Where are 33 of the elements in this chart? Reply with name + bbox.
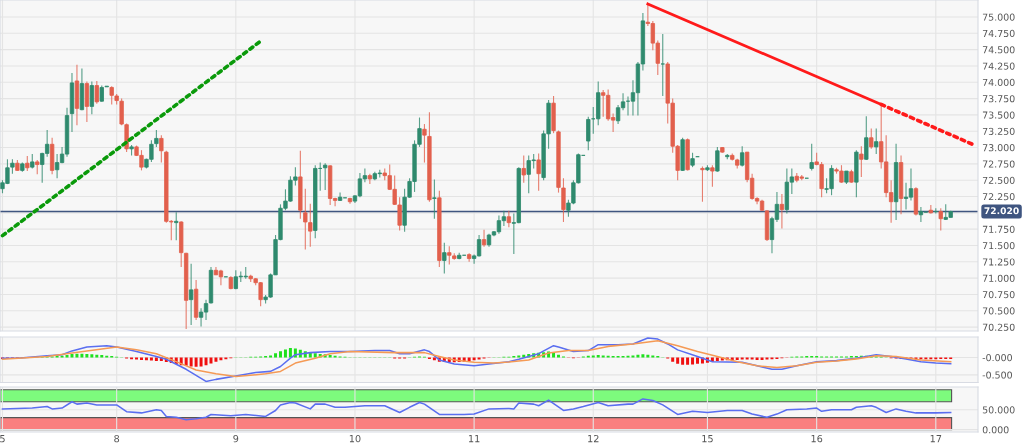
y-tick-label: 71.500 [982, 242, 1015, 250]
x-tick-label: 10 [349, 434, 361, 443]
x-tick-label: 9 [233, 434, 239, 443]
y-tick-label: 72.250 [982, 193, 1015, 201]
y-tick-label: 71.750 [982, 225, 1015, 233]
x-tick-label: 11 [468, 435, 480, 443]
y-tick-label: 74.750 [982, 29, 1015, 38]
y-tick-label: 72.500 [982, 176, 1015, 184]
y-tick-label: -0.000 [982, 354, 1012, 362]
y-tick-label: 73.250 [982, 127, 1015, 135]
y-tick-label: 72.750 [982, 160, 1015, 168]
y-tick-label: 70.750 [982, 291, 1015, 299]
y-tick-label: 71.000 [982, 274, 1015, 282]
y-tick-label: 73.750 [982, 95, 1015, 103]
y-tick-label: 71.250 [982, 258, 1015, 266]
y-tick-label: 74.250 [982, 62, 1015, 70]
y-tick-label: 73.500 [982, 111, 1015, 119]
x-tick-label: 5 [0, 435, 5, 443]
x-tick-label: 12 [588, 434, 599, 443]
ref-line-label: 72.020 [984, 207, 1019, 215]
x-tick-label: 8 [114, 434, 120, 443]
y-tick-label: 73.000 [982, 144, 1015, 152]
y-tick-label: 70.500 [982, 307, 1015, 315]
y-tick-label: 50.000 [982, 406, 1015, 414]
y-tick-label: 70.250 [982, 323, 1015, 331]
y-tick-label: 75.000 [982, 13, 1015, 21]
y-tick-label: 74.500 [982, 46, 1015, 54]
x-tick-label: 16 [811, 434, 823, 443]
x-tick-label: 15 [702, 435, 713, 443]
y-tick-label: 74.000 [982, 78, 1015, 86]
y-tick-label: -0.500 [982, 371, 1012, 379]
x-tick-label: 17 [930, 435, 942, 443]
y-tick-label: 0.000 [982, 426, 1009, 434]
